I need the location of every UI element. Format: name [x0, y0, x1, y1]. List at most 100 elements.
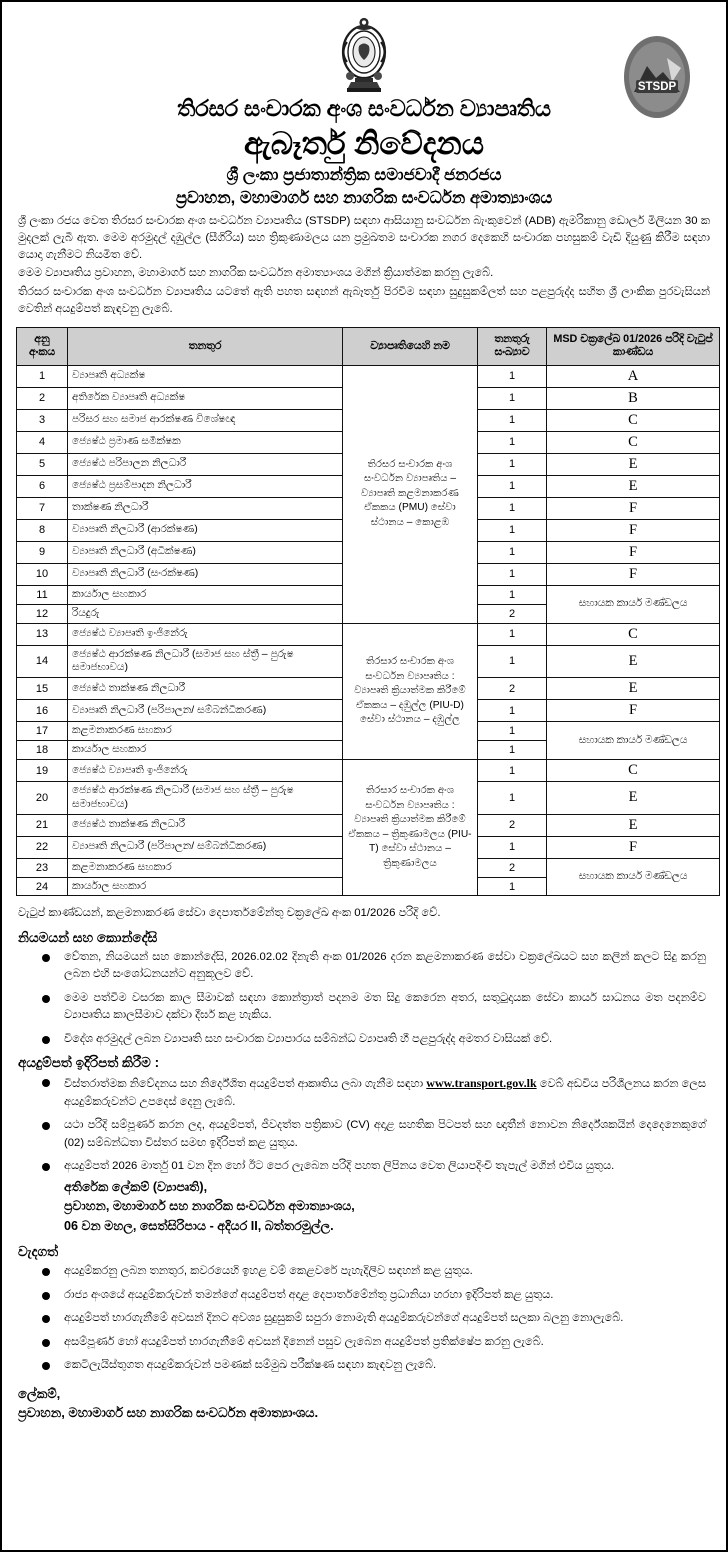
application-item-documents: යථා පරිදි සම්පූර්ණ කරන ලද, අයදුම්පත්, ජී…: [42, 1117, 706, 1152]
sri-lanka-national-emblem-icon: [325, 12, 403, 94]
cell-post-title: ව්‍යාපෘති නිලධාරී (පරිපාලන/ සම්බන්ධීකරණ): [67, 699, 343, 723]
important-heading: වැදගත්: [18, 1244, 59, 1260]
cell-serial-no: 19: [16, 759, 68, 782]
intro-paragraphs: ශ්‍රී ලංකා රජය වෙත තිරසර සංචාරක අංශ සංවර…: [18, 213, 710, 318]
application-item-1-before: විස්තරාත්මක නිවේදනය සහ නිර්දේශිත අයදුම්ප…: [64, 1078, 427, 1091]
cell-salary-grade: E: [546, 781, 720, 815]
stsdp-logo-icon: STSDP: [620, 34, 694, 120]
address-line: අතිරේක ලේකම් (ව්‍යාපෘති),: [64, 1179, 208, 1194]
cell-salary-grade: F: [546, 540, 720, 564]
table-row: 21 ජ්‍යෙෂ්ඨ තාක්ෂණ නිලධාරී 2 E: [16, 813, 720, 837]
cell-vacancy-count: 2: [477, 603, 547, 624]
cell-salary-grade: A: [546, 364, 720, 388]
cell-serial-no: 5: [16, 452, 68, 476]
intro-paragraph-3: තිරසර සංචාරක අංශ සංවර්ධන ව්‍යාපෘතිය යටතේ…: [18, 285, 710, 315]
cell-vacancy-count: 1: [477, 496, 547, 520]
submission-address: අතිරේක ලේකම් (ව්‍යාපෘති), ප්‍රවාහන, මහාමා…: [64, 1178, 706, 1238]
cell-serial-no: 1: [16, 364, 68, 388]
cell-vacancy-count: 1: [477, 408, 547, 432]
important-item: අසම්පූර්ණ හෝ අයදුම්පත් භාරගැනීමේ අවසන් ද…: [42, 1334, 706, 1352]
cell-post-title: ජ්‍යෙෂ්ඨ ව්‍යාපෘති ඉංජිනේරු: [67, 622, 343, 646]
cell-salary-grade: E: [546, 644, 720, 679]
cell-serial-no: 6: [16, 474, 68, 498]
col-header-no: අනු අංකය: [16, 326, 68, 366]
cell-salary-grade: E: [546, 813, 720, 837]
cell-serial-no: 17: [16, 721, 68, 742]
cell-serial-no: 11: [16, 584, 68, 605]
terms-item: වේතන, නියමයන් සහ කොන්දේසි, 2026.02.02 දි…: [42, 949, 706, 984]
cell-vacancy-count: 1: [477, 584, 547, 605]
cell-serial-no: 21: [16, 813, 68, 837]
table-row: 20 ජ්‍යෙෂ්ඨ ආරක්ෂණ නිලධාරී (සමාජ සහ ස්ත්‍…: [16, 781, 720, 815]
cell-salary-grade: F: [546, 496, 720, 520]
table-row: 11 කාර්යාල සහකාර 1 සහායක කාර්ය මණ්ඩලය: [16, 584, 720, 624]
cell-serial-no: 3: [16, 408, 68, 432]
cell-post-title: ජ්‍යෙෂ්ඨ ව්‍යාපෘති ඉංජිනේරු: [67, 759, 343, 782]
cell-salary-grade: C: [546, 622, 720, 646]
cell-salary-grade: සහායක කාර්ය මණ්ඩලය: [546, 857, 720, 897]
table-row: 19 ජ්‍යෙෂ්ඨ ව්‍යාපෘති ඉංජිනේරු තිරසාර සංචා…: [16, 758, 720, 897]
table-header-row: අනු අංකය තනතුර ව්‍යාපෘතියෙහි නම තනතුරු ස…: [16, 326, 720, 366]
cell-post-title: තාක්ෂණ නිලධාරී: [67, 496, 343, 520]
table-row: 12 රියදුරු 2: [16, 603, 720, 624]
cell-serial-no: 2: [16, 386, 68, 410]
country-line: ශ්‍රී ලංකා ප්‍රජාතාන්ත්‍රික සමාජවාදී ජනර…: [226, 166, 502, 185]
cell-salary-grade: C: [546, 430, 720, 454]
cell-salary-grade: F: [546, 835, 720, 859]
cell-salary-grade: F: [546, 699, 720, 723]
cell-post-title: ජ්‍යෙෂ්ඨ ප්‍රසම්පාදන නිලධාරී: [67, 474, 343, 498]
stsdp-logo-text: STSDP: [638, 81, 677, 93]
cell-project-name: තිරසාර සංචාරක අංශ සංවර්ධන ව්‍යාපෘතිය : ව…: [342, 758, 478, 897]
cell-salary-grade: E: [546, 474, 720, 498]
table-row: 8 ව්‍යාපෘති නිලධාරී (ආරක්ෂණ) 1 F: [16, 518, 720, 542]
address-line: 06 වන මහල, සෙත්සිරිපාය - අදියර II, බත්තර…: [64, 1219, 334, 1234]
cell-vacancy-count: 1: [477, 759, 547, 782]
cell-vacancy-count: 2: [477, 677, 547, 701]
vacancy-table-header: අනු අංකය තනතුර ව්‍යාපෘතියෙහි නම තනතුරු ස…: [16, 326, 720, 366]
cell-post-title: ව්‍යාපෘති අධ්‍යක්ෂ: [67, 364, 343, 388]
cell-salary-grade: B: [546, 386, 720, 410]
cell-serial-no: 13: [16, 622, 68, 646]
table-row: 14 ජ්‍යෙෂ්ඨ ආරක්ෂණ නිලධාරී (සමාජ සහ ස්ත්‍…: [16, 644, 720, 679]
cell-post-title: ජ්‍යෙෂ්ඨ තාක්ෂණ නිලධාරී: [67, 677, 343, 701]
cell-vacancy-count: 1: [477, 740, 547, 760]
table-row: 23 කළමනාකරණ සහකාර 2 සහායක කාර්ය මණ්ඩලය: [16, 857, 720, 897]
cell-serial-no: 23: [16, 857, 68, 878]
cell-post-title: ජ්‍යෙෂ්ඨ ආරක්ෂණ නිලධාරී (සමාජ සහ ස්ත්‍රී…: [67, 781, 343, 815]
table-row: 1 ව්‍යාපෘති අධ්‍යක්ෂ තිරසර සංචාරක අංශ සංවර…: [16, 364, 720, 624]
application-item-1-after: වෙබ් අඩවිය පරිශීලනය කරන ලෙස අයදුම්කරුවන්…: [64, 1078, 706, 1108]
cell-serial-no: 9: [16, 540, 68, 564]
cell-vacancy-count: 2: [477, 813, 547, 837]
cell-vacancy-count: 1: [477, 452, 547, 476]
cell-serial-no: 12: [16, 603, 68, 624]
cell-serial-no: 10: [16, 562, 68, 586]
table-row: 15 ජ්‍යෙෂ්ඨ තාක්ෂණ නිලධාරී 2 E: [16, 677, 720, 701]
important-list: අයදුම්කරනු ලබන තනතුර, කවරයෙහි ඉහළ වම් කෙ…: [16, 1263, 712, 1375]
cell-salary-grade: F: [546, 562, 720, 586]
cell-serial-no: 7: [16, 496, 68, 520]
col-header-project: ව්‍යාපෘතියෙහි නම: [342, 326, 478, 366]
cell-post-title: ව්‍යාපෘති නිලධාරී (පරිපාලන/ සම්බන්ධීකරණ): [67, 835, 343, 859]
cell-post-title: ව්‍යාපෘති නිලධාරී (ආරක්ෂණ): [67, 518, 343, 542]
terms-item: මෙම පත්වීම වසරක කාල සීමාවක් සඳහා කොන්ත්‍…: [42, 990, 706, 1025]
cell-vacancy-count: 2: [477, 857, 547, 878]
cell-serial-no: 24: [16, 876, 68, 897]
table-row: 13 ජ්‍යෙෂ්ඨ ව්‍යාපෘති ඉංජිනේරු තිරසාර සංචා…: [16, 622, 720, 761]
cell-vacancy-count: 1: [477, 644, 547, 679]
salary-grade-note: වැටුප් කාණ්ඩයන්, කළමනාකරණ සේවා දෙපාර්තමේ…: [18, 907, 441, 920]
cell-post-title: කළමනාකරණ සහකාර: [67, 857, 343, 878]
cell-post-title: පරිසර සහ සමාජ ආරක්ෂණ විශේෂඥ: [67, 408, 343, 432]
application-heading: අයදුම්පත් ඉදිරිපත් කිරීම :: [18, 1055, 160, 1071]
terms-heading: නියමයන් සහ කොන්දේසි: [18, 929, 158, 945]
table-row: 22 ව්‍යාපෘති නිලධාරී (පරිපාලන/ සම්බන්ධීකර…: [16, 835, 720, 859]
application-item-3-text: අයදුම්පත් 2026 මාර්තු 01 වන දින හෝ ඊට පෙ…: [64, 1160, 615, 1173]
cell-post-title: කළමනාකරණ සහකාර: [67, 721, 343, 742]
cell-salary-grade: C: [546, 408, 720, 432]
cell-vacancy-count: 1: [477, 364, 547, 388]
col-header-grade: MSD චක්‍රලේඛ 01/2026 පරිදි වැටුප් කාණ්ඩය: [546, 326, 720, 366]
transport-website-link[interactable]: www.transport.gov.lk: [426, 1076, 537, 1091]
intro-paragraph-2: මෙම ව්‍යාපෘතිය ප්‍රවාහන, මහාමාර්ග සහ නාග…: [18, 267, 494, 280]
cell-vacancy-count: 1: [477, 562, 547, 586]
cell-salary-grade: F: [546, 518, 720, 542]
important-item: කෙටිලැයිස්තුගත අයදුම්කරුවන් පමණක් සම්මුඛ…: [42, 1357, 706, 1375]
